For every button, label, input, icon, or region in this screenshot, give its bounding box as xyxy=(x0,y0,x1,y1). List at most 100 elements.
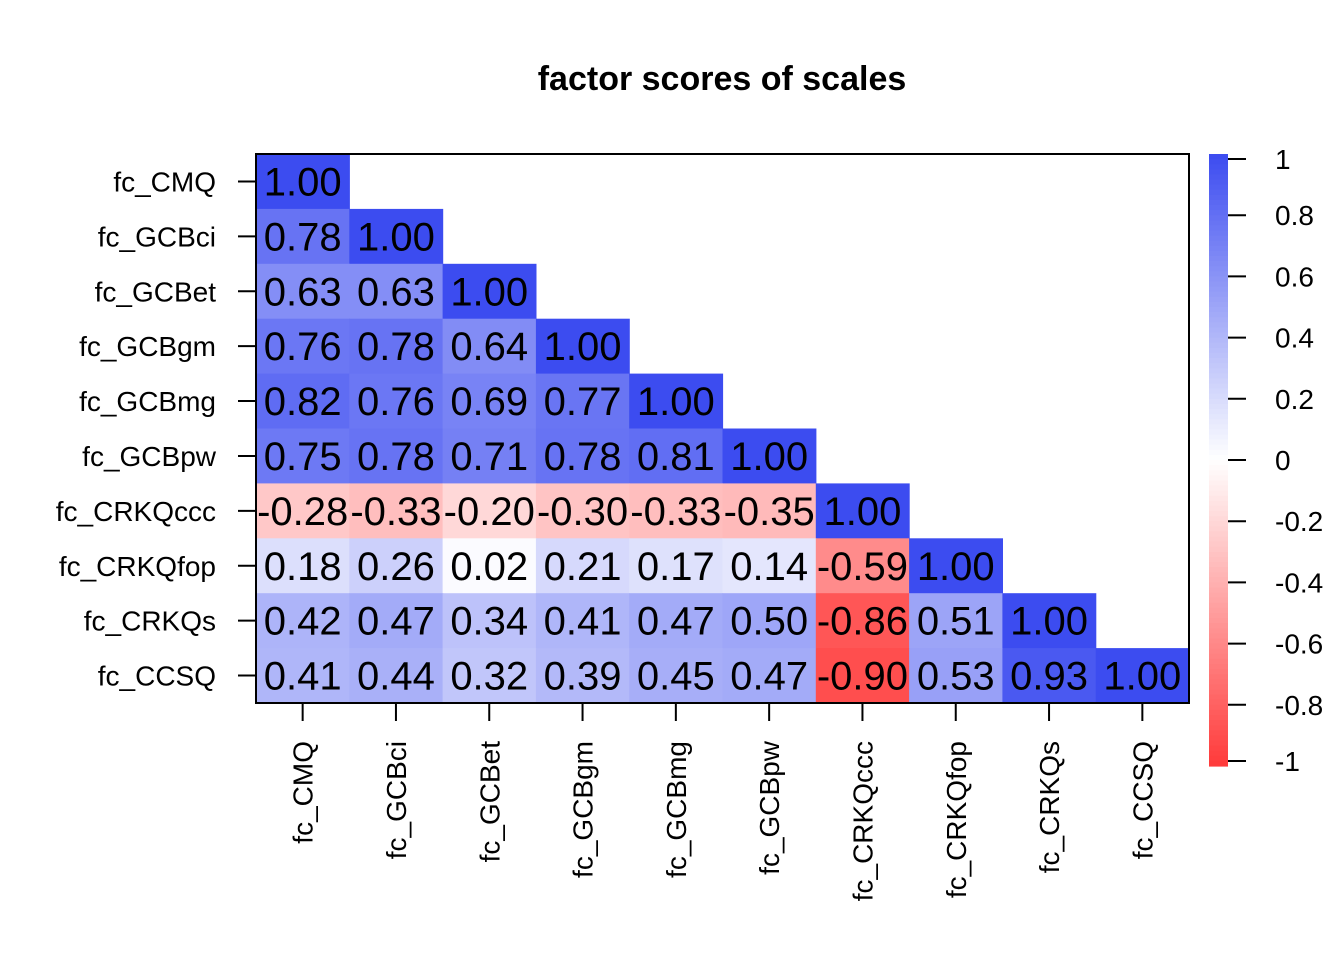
color-legend-step xyxy=(1209,740,1228,747)
color-legend-step xyxy=(1209,669,1228,675)
color-legend-step xyxy=(1209,363,1228,369)
color-legend-step xyxy=(1209,373,1228,379)
cell-value-label: 0.64 xyxy=(450,325,528,369)
cell-value-label: 0.93 xyxy=(1010,655,1088,699)
color-legend-step xyxy=(1209,398,1228,405)
cell-value-label: 0.32 xyxy=(450,655,528,699)
heatmap-cell xyxy=(535,318,630,375)
color-legend-step xyxy=(1209,618,1228,624)
x-tick-label: fc_CCSQ xyxy=(1127,741,1158,859)
cell-value-label: 0.47 xyxy=(730,655,808,699)
y-tick-label: fc_GCBci xyxy=(98,221,216,252)
cell-value-label: 0.63 xyxy=(264,270,342,314)
color-legend-step xyxy=(1209,648,1228,655)
color-legend-label: 0 xyxy=(1275,445,1291,476)
color-legend-step xyxy=(1209,679,1228,685)
color-legend-step xyxy=(1209,317,1228,323)
color-legend-step xyxy=(1209,511,1228,517)
color-legend-step xyxy=(1209,607,1228,614)
color-legend-step xyxy=(1209,358,1228,364)
color-legend-step xyxy=(1209,169,1228,175)
cell-value-label: 0.51 xyxy=(917,600,995,644)
heatmap-cell xyxy=(629,428,724,484)
heatmap-cell xyxy=(535,593,630,649)
color-legend-label: 0.6 xyxy=(1275,261,1314,292)
color-legend-step xyxy=(1209,276,1228,283)
color-legend-step xyxy=(1209,414,1228,420)
color-legend-step xyxy=(1209,699,1228,706)
cell-value-label: 0.45 xyxy=(637,655,715,699)
color-legend-step xyxy=(1209,470,1228,476)
heatmap-cell xyxy=(535,483,630,539)
color-legend-step xyxy=(1209,429,1228,436)
color-legend-label: -0.4 xyxy=(1275,567,1323,598)
color-legend-step xyxy=(1209,286,1228,293)
heatmap-cell xyxy=(442,648,537,704)
color-legend-step xyxy=(1209,327,1228,334)
color-legend-step xyxy=(1209,628,1228,634)
heatmap-cell xyxy=(442,373,537,430)
y-tick-label: fc_CMQ xyxy=(113,166,216,197)
heatmap-cell xyxy=(256,593,350,649)
cell-value-label: 0.34 xyxy=(450,600,528,644)
color-legend-step xyxy=(1209,730,1228,736)
x-tick-label: fc_GCBgm xyxy=(568,741,599,878)
color-legend-step xyxy=(1209,179,1228,186)
x-tick-label: fc_CRKQs xyxy=(1034,741,1065,873)
color-legend-step xyxy=(1209,704,1228,711)
cell-value-label: 0.78 xyxy=(544,435,622,479)
heatmap-cell xyxy=(442,483,537,539)
color-legend-label: 0.4 xyxy=(1275,323,1314,354)
color-legend-step xyxy=(1209,210,1228,216)
color-legend-step xyxy=(1209,613,1228,619)
color-legend-step xyxy=(1209,516,1228,522)
color-legend-label: -0.6 xyxy=(1275,629,1323,660)
heatmap-cell xyxy=(909,648,1003,704)
color-legend-label: -0.8 xyxy=(1275,690,1323,721)
heatmap-cell xyxy=(256,648,350,704)
heatmap-cell xyxy=(349,593,444,649)
color-legend-step xyxy=(1209,215,1228,221)
heatmap-cell xyxy=(442,538,537,594)
y-tick-label: fc_CCSQ xyxy=(98,661,216,692)
heatmap-cell xyxy=(909,538,1003,594)
cell-value-label: -0.59 xyxy=(817,545,908,589)
heatmap-cell xyxy=(535,538,630,594)
color-legend-step xyxy=(1209,199,1228,206)
cell-value-label: 0.39 xyxy=(544,655,622,699)
color-legend-step xyxy=(1209,587,1228,594)
color-legend-step xyxy=(1209,342,1228,349)
heatmap-cell xyxy=(349,208,444,265)
color-legend-step xyxy=(1209,403,1228,410)
x-tick-label: fc_GCBci xyxy=(381,741,412,859)
color-legend-step xyxy=(1209,164,1228,170)
color-legend-step xyxy=(1209,256,1228,262)
color-legend-step xyxy=(1209,337,1228,344)
color-legend-step xyxy=(1209,495,1228,502)
heatmap-cell xyxy=(909,593,1003,649)
color-legend-step xyxy=(1209,378,1228,385)
color-legend-step xyxy=(1209,556,1228,563)
color-legend-step xyxy=(1209,592,1228,599)
color-legend-step xyxy=(1209,383,1228,390)
heatmap-cell xyxy=(535,648,630,704)
x-tick-label: fc_CMQ xyxy=(288,741,319,844)
heatmap-cell xyxy=(349,373,444,430)
color-legend-step xyxy=(1209,735,1228,742)
cell-value-label: 0.17 xyxy=(637,545,715,589)
color-legend-step xyxy=(1209,750,1228,757)
cell-value-label: 0.75 xyxy=(264,435,342,479)
color-legend-step xyxy=(1209,444,1228,451)
cell-value-label: 0.41 xyxy=(264,655,342,699)
heatmap-cell xyxy=(349,538,444,594)
cell-value-label: 0.14 xyxy=(730,545,808,589)
heatmap-cell xyxy=(1002,593,1097,649)
color-legend-step xyxy=(1209,623,1228,629)
color-legend-step xyxy=(1209,638,1228,645)
color-legend-step xyxy=(1209,419,1228,425)
cell-value-label: 0.53 xyxy=(917,655,995,699)
color-legend-step xyxy=(1209,332,1228,339)
color-legend-label: -1 xyxy=(1275,746,1300,777)
heatmap-cell xyxy=(256,428,350,484)
cell-value-label: 0.76 xyxy=(264,325,342,369)
